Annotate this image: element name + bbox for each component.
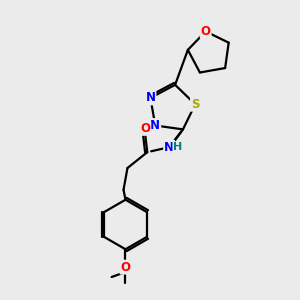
Text: O: O	[121, 261, 130, 274]
Text: N: N	[164, 141, 174, 154]
Text: H: H	[173, 142, 183, 152]
Text: N: N	[146, 92, 155, 104]
Text: O: O	[140, 122, 150, 135]
Text: O: O	[201, 25, 211, 38]
Text: S: S	[191, 98, 200, 111]
Text: N: N	[150, 119, 160, 132]
